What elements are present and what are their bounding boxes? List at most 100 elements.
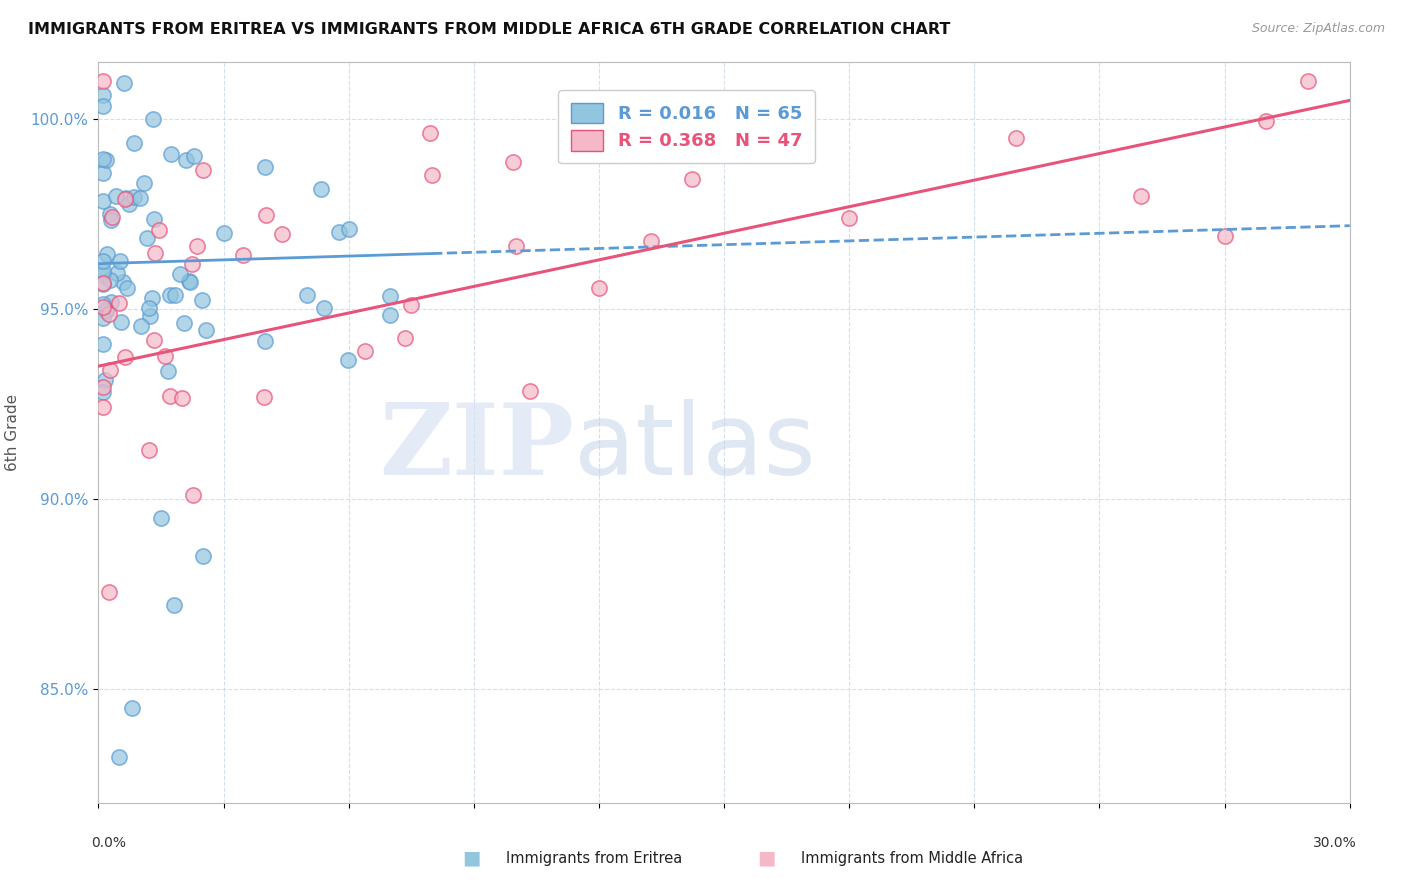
Point: [142, 112, 165, 126]
Point: [179, 274, 201, 288]
Point: [254, 160, 277, 174]
Point: [142, 212, 165, 227]
Point: [142, 333, 165, 347]
Point: [136, 231, 159, 245]
Point: [100, 212, 122, 227]
Point: [91, 264, 114, 278]
Point: [91, 385, 114, 400]
Point: [1213, 228, 1236, 243]
Point: [96, 304, 118, 318]
Point: [122, 190, 145, 204]
Point: [104, 188, 127, 202]
Point: [505, 238, 527, 252]
Point: [112, 76, 135, 90]
Point: [170, 391, 193, 405]
Point: [328, 225, 350, 239]
Point: [179, 276, 201, 290]
Point: [91, 99, 114, 113]
Point: [1130, 189, 1153, 203]
Point: [181, 488, 204, 502]
Point: [141, 291, 163, 305]
Point: [191, 163, 214, 178]
Text: ZIP: ZIP: [380, 399, 574, 496]
Point: [129, 190, 152, 204]
Point: [191, 549, 214, 563]
Point: [111, 275, 134, 289]
Y-axis label: 6th Grade: 6th Grade: [4, 394, 20, 471]
Point: [105, 266, 128, 280]
Point: [295, 288, 318, 302]
Point: [194, 323, 217, 337]
Point: [97, 307, 120, 321]
Point: [183, 149, 205, 163]
Point: [309, 181, 332, 195]
Point: [519, 384, 541, 399]
Point: [110, 315, 132, 329]
Point: [380, 289, 402, 303]
Point: [138, 301, 160, 315]
Point: [159, 287, 181, 301]
Point: [91, 400, 114, 414]
Point: [336, 352, 359, 367]
Point: [157, 364, 180, 378]
Point: [91, 88, 114, 103]
Point: [419, 126, 441, 140]
Point: [129, 319, 152, 334]
Point: [98, 273, 121, 287]
Point: [314, 301, 336, 315]
Point: [114, 350, 136, 364]
Point: [91, 268, 114, 283]
Point: [91, 166, 114, 180]
Point: [108, 296, 131, 310]
Point: [96, 246, 118, 260]
Point: [148, 222, 170, 236]
Legend: R = 0.016   N = 65, R = 0.368   N = 47: R = 0.016 N = 65, R = 0.368 N = 47: [558, 90, 815, 163]
Point: [115, 191, 138, 205]
Point: [337, 221, 360, 235]
Point: [91, 74, 114, 88]
Point: [270, 227, 292, 241]
Point: [502, 155, 524, 169]
Point: [174, 153, 197, 168]
Point: [232, 248, 254, 262]
Text: Source: ZipAtlas.com: Source: ZipAtlas.com: [1251, 22, 1385, 36]
Point: [91, 380, 114, 394]
Point: [713, 146, 735, 161]
Point: [394, 331, 416, 345]
Point: [91, 277, 114, 291]
Point: [162, 599, 184, 613]
Point: [169, 267, 191, 281]
Point: [353, 344, 375, 359]
Point: [98, 585, 121, 599]
Text: atlas: atlas: [574, 399, 815, 496]
Point: [180, 257, 202, 271]
Point: [254, 334, 277, 348]
Point: [1256, 114, 1278, 128]
Point: [121, 701, 143, 715]
Point: [191, 293, 214, 308]
Point: [91, 300, 114, 314]
Point: [380, 308, 402, 322]
Text: ■: ■: [461, 848, 481, 868]
Point: [91, 194, 114, 208]
Point: [94, 153, 117, 167]
Point: [673, 115, 696, 129]
Point: [143, 246, 166, 260]
Point: [138, 443, 160, 458]
Point: [588, 281, 610, 295]
Point: [159, 389, 181, 403]
Point: [98, 363, 121, 377]
Point: [91, 253, 114, 268]
Point: [186, 238, 208, 252]
Text: Immigrants from Eritrea: Immigrants from Eritrea: [506, 851, 682, 865]
Point: [420, 168, 443, 182]
Point: [115, 281, 138, 295]
Point: [101, 210, 124, 224]
Point: [108, 254, 131, 268]
Point: [114, 192, 136, 206]
Text: ■: ■: [756, 848, 776, 868]
Point: [253, 390, 276, 404]
Point: [150, 511, 173, 525]
Point: [165, 288, 187, 302]
Point: [212, 226, 235, 240]
